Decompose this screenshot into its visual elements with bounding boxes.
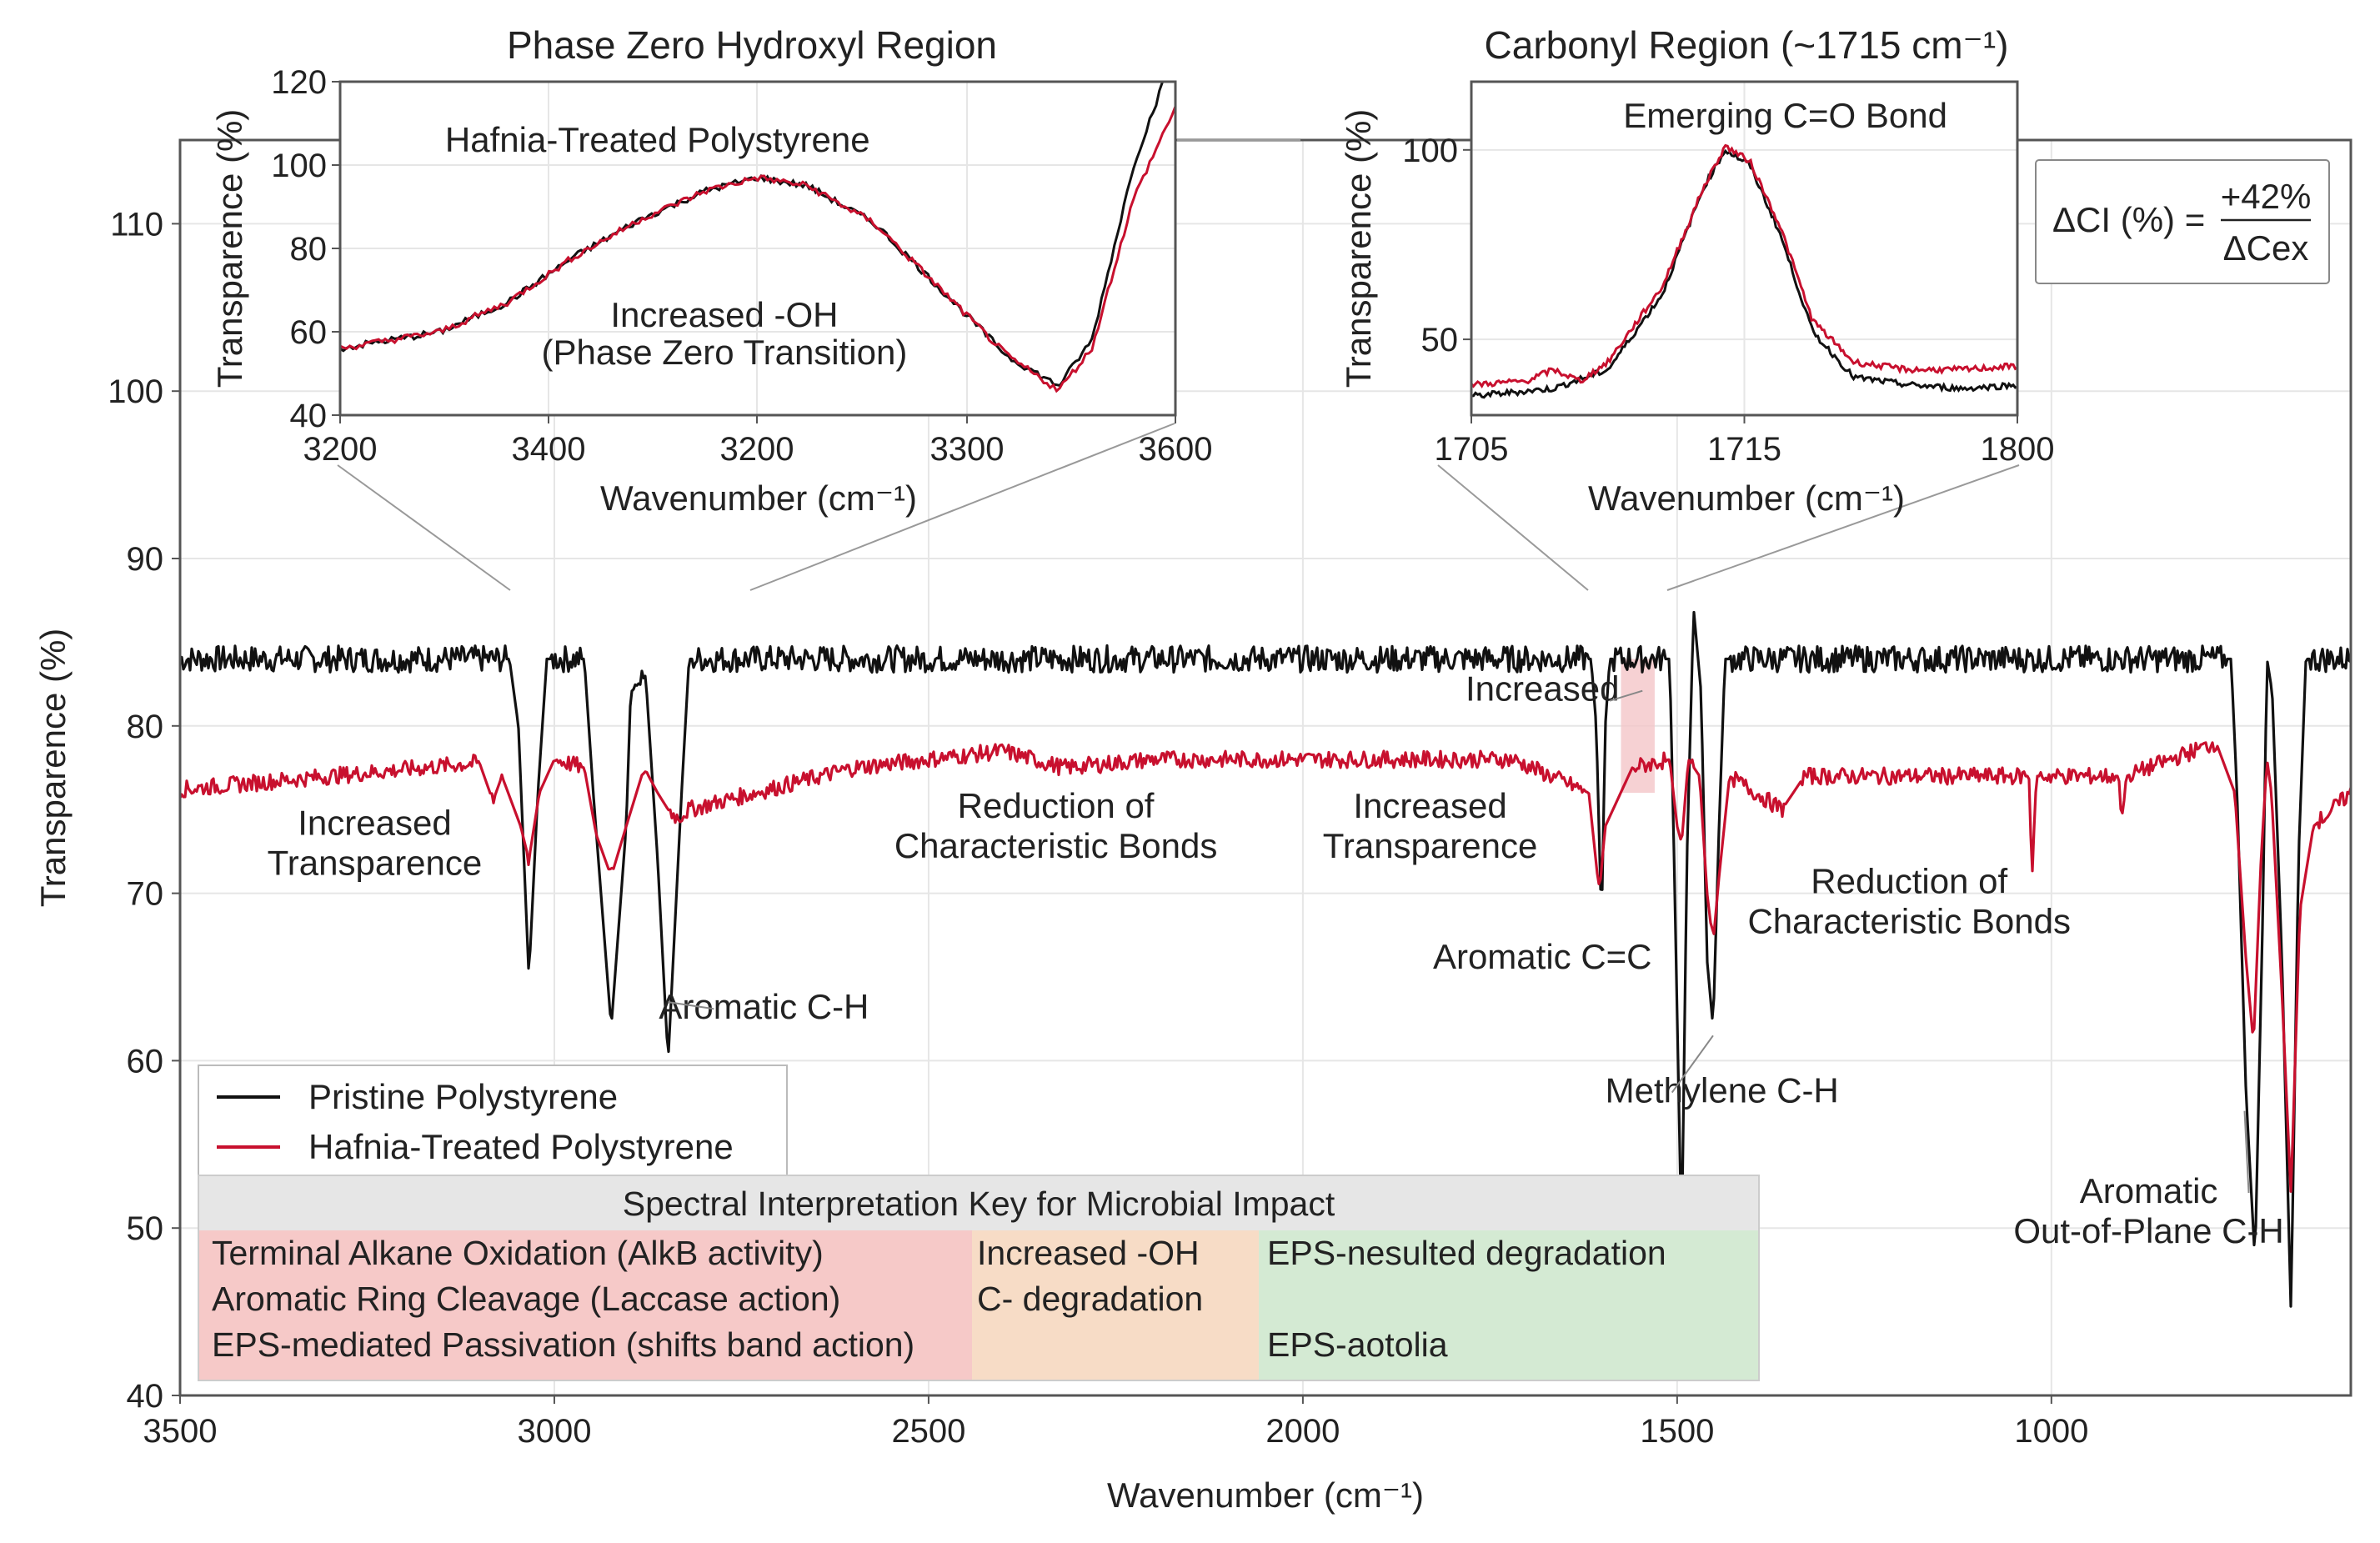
inset-hydroxyl-lines [339, 80, 1177, 393]
main-x-axis-label: Wavenumber (cm⁻¹) [1107, 1475, 1424, 1515]
key-col1-row3: EPS-mediated Passivation (shifts band ac… [212, 1325, 914, 1364]
main-y-tick-label: 90 [127, 541, 164, 578]
inset-carbonyl-annotations: Emerging C=O Bond [1623, 96, 1947, 135]
i1-annotation: Increased -OH [610, 295, 838, 334]
i2-annotation: Emerging C=O Bond [1623, 96, 1947, 135]
main-x-tick-label: 1500 [1640, 1413, 1714, 1450]
main-y-tick-label: 40 [127, 1378, 164, 1415]
zoom-connectors [337, 139, 2020, 591]
main-y-tick-label: 100 [108, 373, 163, 410]
main-annotations: Increased Increased Transparence Reduction … [268, 669, 2284, 1250]
i1-annotation: (Phase Zero Transition) [541, 333, 907, 372]
key-title: Spectral Interpretation Key for Microbia… [623, 1185, 1335, 1223]
main-annotation-pointer [668, 1001, 714, 1010]
main-annotation: Methylene C-H [1606, 1071, 1839, 1110]
main-y-tick-label: 50 [127, 1210, 164, 1247]
legend-box [198, 1065, 788, 1181]
key-title-bg [198, 1175, 1759, 1230]
i1-x-tick-label: 3600 [1139, 431, 1213, 468]
inset-hydroxyl-annotations: Hafnia-Treated Polystyrene Increased -OH(… [445, 120, 907, 372]
i1-annotation: Hafnia-Treated Polystyrene [445, 120, 870, 159]
inset-carbonyl-title: Carbonyl Region (~1715 cm⁻¹) [1485, 23, 2009, 67]
i2-x-tick-label: 1800 [1981, 431, 2055, 468]
inset-hydroxyl-x-ticks: 3200 3400 3200 3300 3600 [303, 415, 1213, 468]
main-annotation-pointer [1671, 1035, 1714, 1094]
formula-lhs: ΔCI (%) = [2052, 200, 2205, 239]
main-y-tick-label: 60 [127, 1043, 164, 1080]
formula-numerator: +42% [2221, 177, 2312, 216]
i1-x-tick-label: 3200 [303, 431, 378, 468]
inset-carbonyl-lines [1470, 143, 2018, 399]
main-annotation: Reduction of Characteristic Bonds [894, 786, 1218, 865]
i2-x-tick-label: 1715 [1707, 431, 1781, 468]
main-x-ticks: 3500 3000 2500 2000 1500 1000 [143, 1395, 2088, 1450]
key-col1-row2: Aromatic Ring Cleavage (Laccase action) [212, 1280, 840, 1318]
interpretation-key: Spectral Interpretation Key for Microbia… [198, 1175, 1760, 1381]
key-col2-row1: Increased -OH [977, 1234, 1200, 1272]
inset-hydroxyl-y-ticks: 40 60 80 100 120 [271, 64, 340, 434]
main-y-axis-label: Transparence (%) [33, 629, 73, 908]
i1-x-tick-label: 3400 [512, 431, 586, 468]
main-y-tick-label: 110 [110, 206, 163, 243]
formula-box: ΔCI (%) = +42% ΔCex [2035, 159, 2330, 284]
main-annotation-pointer [2243, 1110, 2250, 1194]
key-col2-row2: C- degradation [977, 1280, 1203, 1318]
inset-hydroxyl-y-label: Transparence (%) [210, 109, 249, 388]
legend-label-pristine: Pristine Polystyrene [308, 1077, 618, 1116]
formula-denominator: ΔCex [2223, 228, 2309, 268]
inset-hydroxyl-x-label: Wavenumber (cm⁻¹) [600, 478, 917, 518]
i1-y-tick-label: 80 [290, 231, 328, 268]
pristine-series-line [178, 610, 2352, 1308]
carbonyl-shaded-band [1621, 659, 1655, 794]
main-series-lines [178, 610, 2352, 1308]
i2-y-tick-label: 50 [1421, 322, 1459, 358]
legend: Pristine Polystyrene Hafnia-Treated Poly… [198, 1065, 788, 1181]
inset-carbonyl-y-ticks: 50 100 [1402, 133, 1471, 358]
i1-hafnia-line [339, 106, 1177, 393]
main-annotation-pointer [1609, 689, 1643, 702]
main-annotation: Aromatic Out-of-Plane C-H [2013, 1171, 2283, 1250]
key-col2-bg [972, 1230, 1259, 1380]
main-annotation: Increased Transparence [1323, 786, 1538, 865]
i1-y-tick-label: 60 [290, 314, 328, 351]
i2-y-tick-label: 100 [1402, 133, 1458, 169]
key-col3-row2: EPS-aotolia [1267, 1325, 1448, 1364]
main-x-tick-label: 3000 [517, 1413, 591, 1450]
i1-y-tick-label: 40 [290, 398, 328, 434]
main-annotation: Increased [1466, 669, 1619, 709]
legend-label-hafnia: Hafnia-Treated Polystyrene [308, 1127, 734, 1166]
main-annotation: Increased Transparence [268, 803, 483, 882]
i1-x-tick-label: 3300 [930, 431, 1005, 468]
i1-y-tick-label: 120 [271, 64, 327, 101]
i2-x-tick-label: 1705 [1435, 431, 1509, 468]
inset-carbonyl-y-label: Transparence (%) [1339, 109, 1378, 388]
main-x-tick-label: 2000 [1265, 1413, 1340, 1450]
main-x-tick-label: 2500 [891, 1413, 965, 1450]
key-col3-row1: EPS-nesulted degradation [1267, 1234, 1666, 1272]
main-x-tick-label: 1000 [2014, 1413, 2088, 1450]
i2-hafnia-line [1470, 143, 2018, 389]
i1-y-tick-label: 100 [271, 148, 327, 184]
main-y-ticks: 40 50 60 70 80 90 100 110 [108, 206, 180, 1415]
inset-carbonyl-x-label: Wavenumber (cm⁻¹) [1588, 478, 1905, 518]
key-col1-bg [198, 1230, 972, 1380]
key-col3-bg [1259, 1230, 1759, 1380]
main-y-tick-label: 80 [127, 709, 164, 745]
main-y-tick-label: 70 [127, 876, 164, 913]
main-annotation: Aromatic C-H [659, 987, 869, 1026]
main-annotation: Aromatic C=C [1433, 937, 1652, 976]
i1-x-tick-label: 3200 [720, 431, 794, 468]
carbonyl-band-rect [1621, 659, 1655, 794]
hafnia-series-line [178, 741, 2352, 1193]
inset-carbonyl-x-ticks: 1705 1715 1800 [1435, 415, 2055, 468]
main-x-tick-label: 3500 [143, 1413, 218, 1450]
key-col1-row1: Terminal Alkane Oxidation (AlkB activity… [212, 1234, 824, 1272]
main-annotation: Reduction of Characteristic Bonds [1747, 862, 2071, 941]
inset-hydroxyl-title: Phase Zero Hydroxyl Region [507, 23, 997, 67]
